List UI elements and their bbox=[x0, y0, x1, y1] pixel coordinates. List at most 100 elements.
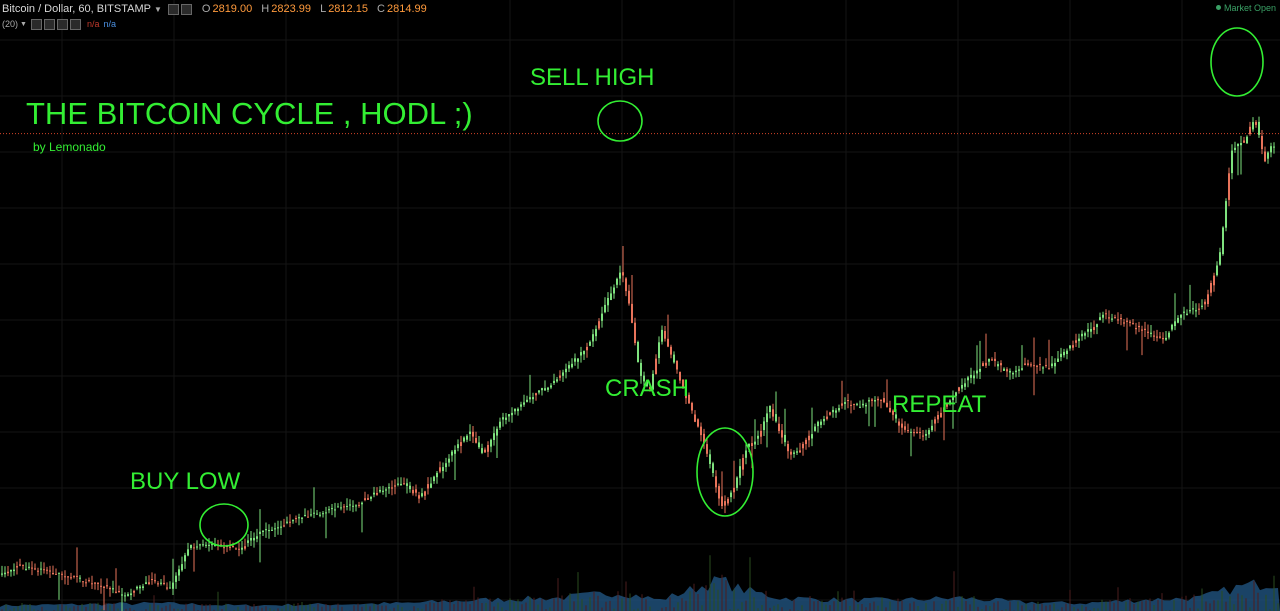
candle-body bbox=[532, 397, 534, 400]
candle-body bbox=[808, 435, 810, 441]
symbol-title[interactable]: Bitcoin / Dollar, 60, BITSTAMP bbox=[2, 3, 151, 15]
candle-body bbox=[190, 544, 192, 548]
compare-icon[interactable] bbox=[180, 3, 192, 15]
candle-body bbox=[1030, 364, 1032, 366]
candle-body bbox=[460, 442, 462, 446]
settings-icon[interactable] bbox=[167, 3, 179, 15]
candle-body bbox=[883, 398, 885, 403]
candle-body bbox=[1129, 321, 1131, 323]
candle-body bbox=[442, 467, 444, 471]
candle-body bbox=[628, 290, 630, 304]
candle-body bbox=[475, 438, 477, 443]
candle-body bbox=[1132, 323, 1134, 325]
candle-body bbox=[925, 434, 927, 436]
candle-body bbox=[1147, 331, 1149, 333]
candle-body bbox=[592, 334, 594, 342]
candle-body bbox=[1117, 319, 1119, 321]
more-icon[interactable] bbox=[69, 18, 81, 30]
candle-body bbox=[997, 364, 999, 367]
candle-body bbox=[433, 476, 435, 482]
candle-body bbox=[259, 531, 261, 534]
gear-icon[interactable] bbox=[43, 18, 55, 30]
candle-body bbox=[865, 404, 867, 407]
ohlc-readout: O 2819.00 H 2823.99 L 2812.15 C 2814.99 bbox=[202, 3, 433, 15]
candle-body bbox=[1165, 337, 1167, 340]
candle-body bbox=[1216, 265, 1218, 276]
candle-body bbox=[820, 421, 822, 425]
candle-body bbox=[1126, 320, 1128, 322]
candle-body bbox=[430, 483, 432, 488]
candle-body bbox=[1144, 328, 1146, 330]
candle-body bbox=[37, 570, 39, 572]
candle-body bbox=[862, 403, 864, 406]
candle-body bbox=[97, 582, 99, 584]
candle-body bbox=[946, 403, 948, 407]
candle-body bbox=[478, 442, 480, 448]
candle-body bbox=[85, 582, 87, 584]
candle-body bbox=[19, 564, 21, 566]
candle-body bbox=[301, 517, 303, 519]
sell-high-annotation: SELL HIGH bbox=[530, 64, 655, 91]
candle-body bbox=[625, 278, 627, 292]
candle-body bbox=[934, 419, 936, 424]
candle-body bbox=[91, 583, 93, 585]
candle-body bbox=[70, 577, 72, 579]
candle-body bbox=[496, 428, 498, 436]
candle-body bbox=[775, 414, 777, 422]
chevron-down-icon[interactable]: ▼ bbox=[20, 20, 27, 28]
candle-body bbox=[349, 504, 351, 506]
candle-body bbox=[499, 421, 501, 428]
candle-body bbox=[1084, 333, 1086, 336]
candle-body bbox=[931, 425, 933, 431]
candle-body bbox=[61, 573, 63, 575]
indicator-value-2: n/a bbox=[103, 19, 116, 29]
candle-body bbox=[676, 360, 678, 370]
candle-body bbox=[994, 358, 996, 361]
candle-body bbox=[964, 383, 966, 387]
candle-body bbox=[154, 580, 156, 582]
candle-body bbox=[82, 581, 84, 583]
candle-body bbox=[655, 358, 657, 375]
candle-body bbox=[679, 371, 681, 381]
candle-body bbox=[724, 501, 726, 506]
candle-body bbox=[850, 404, 852, 406]
candle-body bbox=[1093, 327, 1095, 330]
candle-body bbox=[793, 452, 795, 454]
candle-body bbox=[736, 477, 738, 488]
candle-body bbox=[1189, 310, 1191, 312]
candle-body bbox=[295, 518, 297, 520]
candle-body bbox=[514, 409, 516, 412]
indicator-length[interactable]: (20) bbox=[2, 19, 19, 29]
candle-body bbox=[1237, 143, 1239, 147]
candle-body bbox=[100, 585, 102, 587]
candle-body bbox=[1177, 317, 1179, 323]
candle-body bbox=[382, 490, 384, 492]
candle-body bbox=[148, 582, 150, 584]
close-icon[interactable] bbox=[56, 18, 68, 30]
candle-body bbox=[751, 443, 753, 446]
chevron-down-icon[interactable]: ▼ bbox=[153, 4, 162, 14]
candle-body bbox=[787, 444, 789, 452]
candle-body bbox=[271, 529, 273, 531]
candle-body bbox=[670, 346, 672, 355]
candle-body bbox=[1198, 308, 1200, 310]
candle-body bbox=[238, 548, 240, 550]
candle-body bbox=[427, 484, 429, 489]
candle-body bbox=[1222, 227, 1224, 255]
candle-body bbox=[823, 419, 825, 422]
candle-body bbox=[1141, 329, 1143, 331]
author-annotation: by Lemonado bbox=[33, 140, 106, 154]
candle-body bbox=[757, 435, 759, 439]
candle-body bbox=[835, 410, 837, 413]
candle-body bbox=[814, 426, 816, 431]
indicator-row: (20) ▼ n/a n/a bbox=[2, 18, 116, 30]
eye-icon[interactable] bbox=[30, 18, 42, 30]
candle-body bbox=[1210, 283, 1212, 293]
candle-body bbox=[505, 417, 507, 420]
candle-body bbox=[130, 593, 132, 596]
candle-body bbox=[982, 363, 984, 366]
candle-body bbox=[1249, 126, 1251, 135]
candle-body bbox=[1021, 368, 1023, 370]
candle-body bbox=[667, 338, 669, 347]
